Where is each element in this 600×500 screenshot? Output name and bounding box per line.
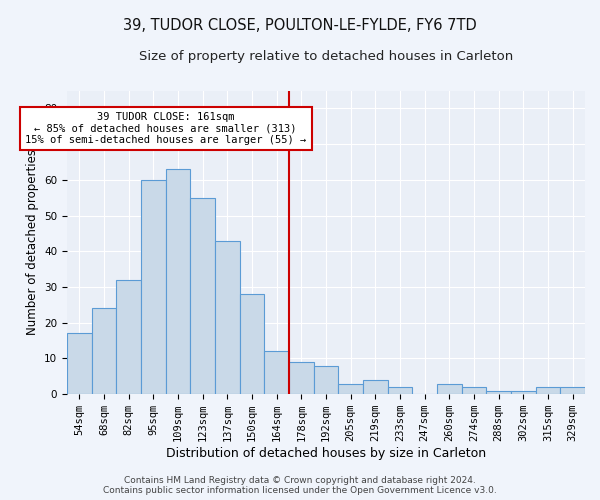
Bar — [215, 240, 240, 394]
Bar — [363, 380, 388, 394]
Bar — [92, 308, 116, 394]
Bar — [166, 169, 190, 394]
Bar — [461, 387, 487, 394]
Bar — [240, 294, 265, 394]
Bar — [67, 334, 92, 394]
Bar — [437, 384, 461, 394]
Bar — [116, 280, 141, 394]
Text: 39 TUDOR CLOSE: 161sqm
← 85% of detached houses are smaller (313)
15% of semi-de: 39 TUDOR CLOSE: 161sqm ← 85% of detached… — [25, 112, 307, 145]
Bar — [560, 387, 585, 394]
Y-axis label: Number of detached properties: Number of detached properties — [26, 150, 38, 336]
Bar — [265, 352, 289, 394]
Bar — [388, 387, 412, 394]
Bar — [511, 390, 536, 394]
Bar — [487, 390, 511, 394]
Title: Size of property relative to detached houses in Carleton: Size of property relative to detached ho… — [139, 50, 513, 63]
Bar — [190, 198, 215, 394]
Bar — [314, 366, 338, 394]
Bar — [289, 362, 314, 394]
Text: Contains HM Land Registry data © Crown copyright and database right 2024.
Contai: Contains HM Land Registry data © Crown c… — [103, 476, 497, 495]
Bar — [536, 387, 560, 394]
X-axis label: Distribution of detached houses by size in Carleton: Distribution of detached houses by size … — [166, 447, 486, 460]
Bar — [338, 384, 363, 394]
Bar — [141, 180, 166, 394]
Text: 39, TUDOR CLOSE, POULTON-LE-FYLDE, FY6 7TD: 39, TUDOR CLOSE, POULTON-LE-FYLDE, FY6 7… — [123, 18, 477, 32]
